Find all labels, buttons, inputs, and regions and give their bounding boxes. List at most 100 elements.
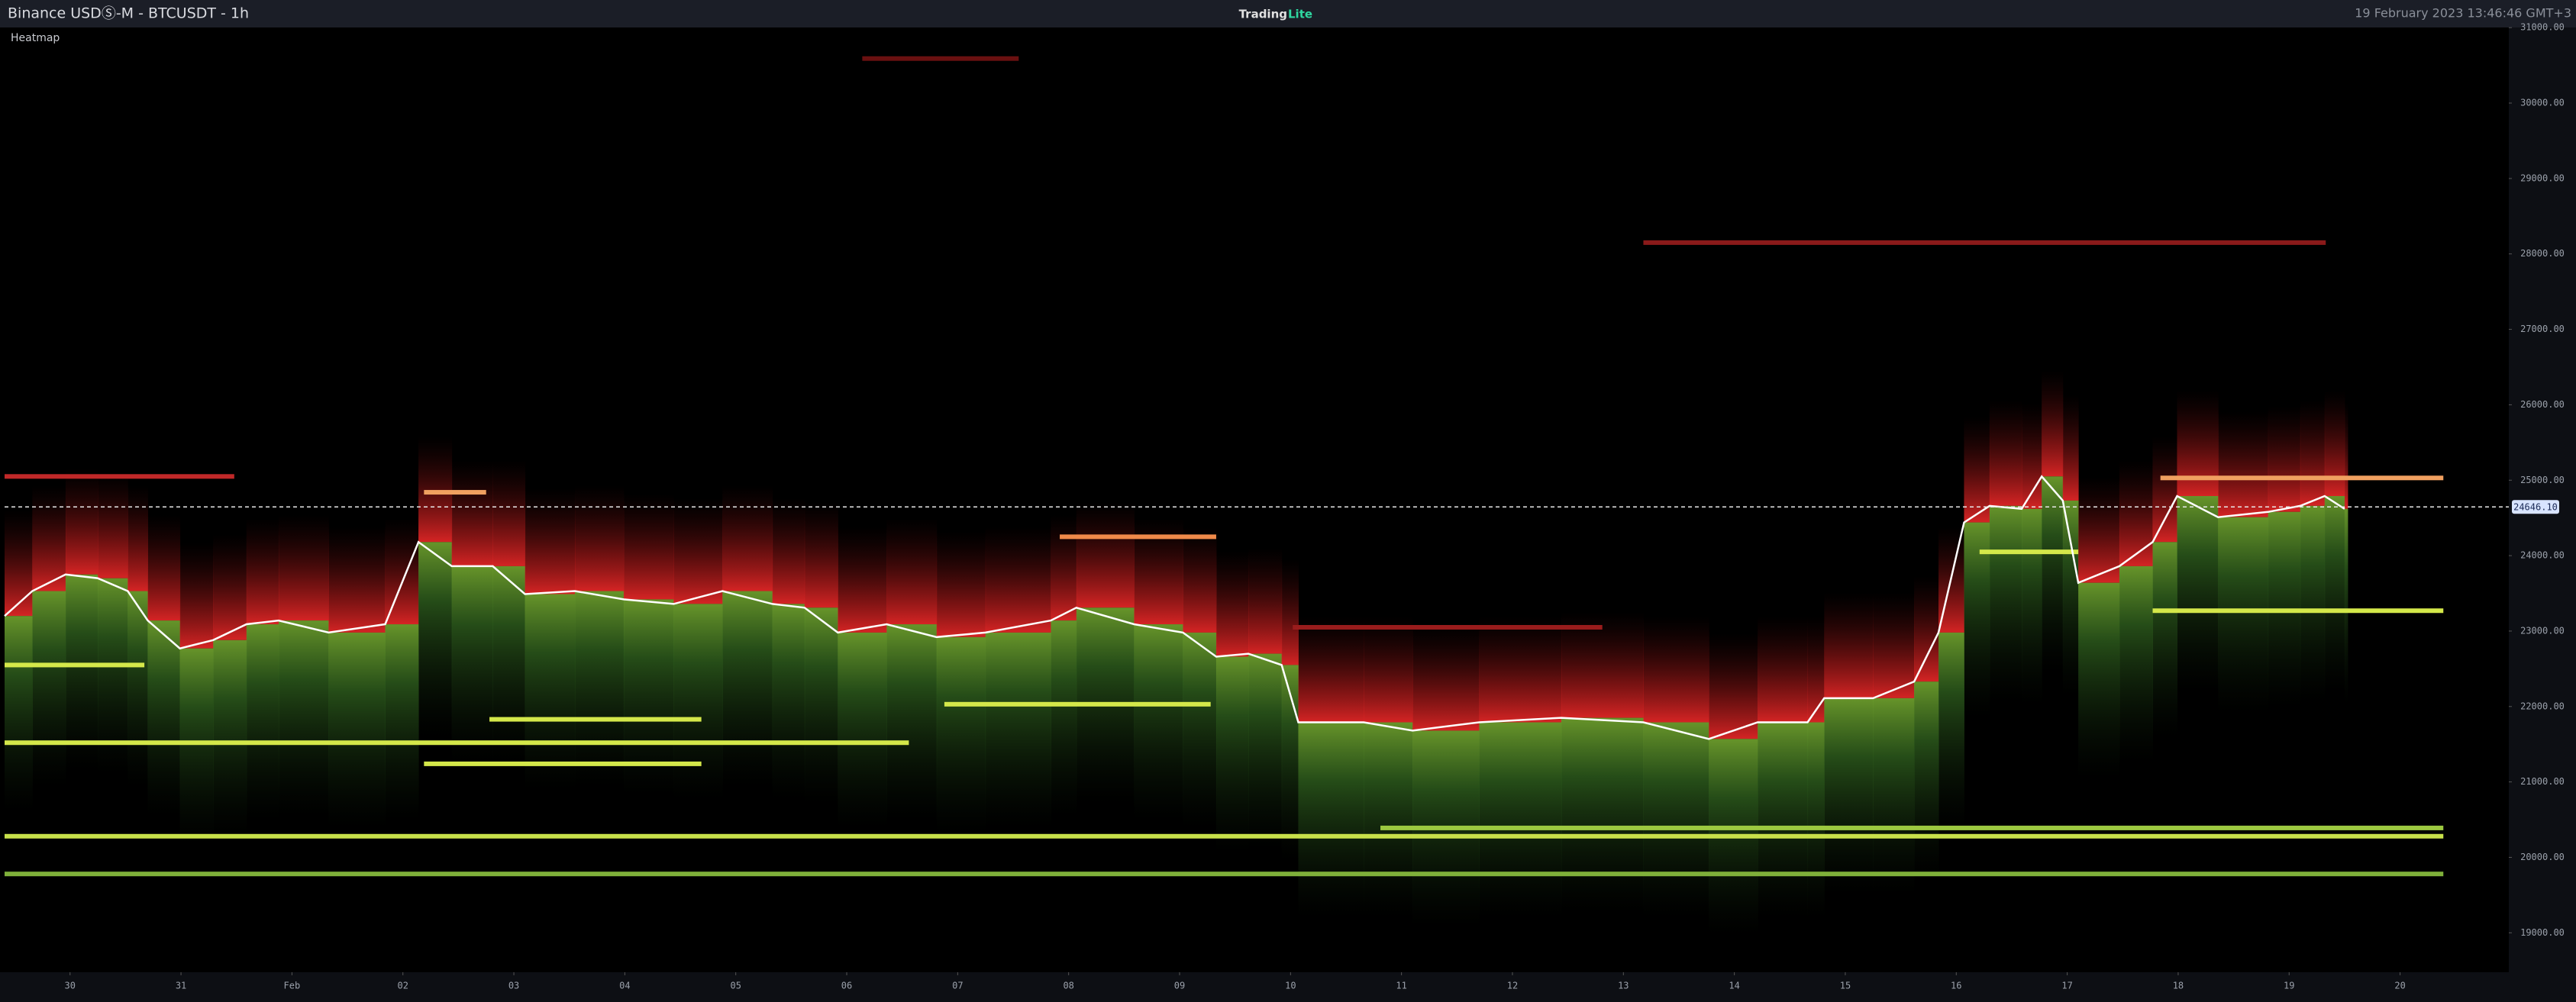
x-tick-label: 13 [1618,981,1629,991]
bid-zone [246,624,279,821]
ask-zone [278,514,329,621]
y-tick-label: 28000.00 [2520,248,2565,259]
ask-zone [1412,625,1480,731]
bid-zone [2119,565,2154,762]
y-tick-label: 23000.00 [2520,625,2565,636]
ask-zone [2062,395,2079,501]
x-tick-label: 31 [176,981,186,991]
bid-zone [673,604,723,801]
ask-zone [5,510,33,617]
ask-zone [1561,612,1644,718]
bid-zone [385,624,419,821]
brand-suffix: Lite [1288,8,1312,21]
bid-zone [1873,698,1915,894]
ask-zone [1364,617,1413,723]
x-tick-label: 07 [952,981,963,991]
liquidity-level [944,701,1211,707]
ask-zone [1914,575,1939,682]
bid-zone [2062,500,2079,697]
bid-zone [1643,722,1709,919]
x-tick-label: 11 [1396,981,1406,991]
bid-zone [1914,681,1939,878]
y-tick-label: 26000.00 [2520,399,2565,410]
bid-zone [2300,505,2326,702]
ask-zone [1807,617,1825,723]
ask-zone [1989,400,2022,506]
ask-zone [2268,406,2301,512]
liquidity-level [1643,240,2326,245]
bid-zone [1938,632,1964,829]
bid-zone [1281,665,1299,862]
bid-zone [2152,542,2177,739]
x-tick-label: 30 [65,981,76,991]
y-tick-label: 19000.00 [2520,927,2565,938]
bid-zone [2078,582,2120,779]
liquidity-level [1293,624,1603,630]
bid-zone [1183,632,1217,829]
ask-zone [179,543,214,649]
x-tick-label: 02 [397,981,408,991]
y-axis-panel [2509,27,2576,1002]
bid-zone [128,591,148,788]
bid-zone [213,640,247,836]
bid-zone [1479,722,1562,919]
ask-zone [1873,592,1915,698]
ask-zone [2218,411,2269,517]
x-tick-label: 15 [1840,981,1851,991]
y-tick-label: 29000.00 [2520,172,2565,183]
y-tick-label: 21000.00 [2520,776,2565,787]
bid-zone [418,542,453,739]
ask-zone [1964,417,1990,523]
ask-zone [1709,633,1758,739]
x-tick-label: 03 [508,981,519,991]
x-tick-label: 17 [2061,981,2072,991]
axes: 24646.10 19000.00 20000.00 21000.00 22000.00… [5,22,2565,991]
bid-zone [1824,698,1874,894]
ask-zone [213,534,247,640]
x-tick-label: Feb [284,981,301,991]
ask-zone [886,518,938,625]
indicator-label: Heatmap [11,32,60,44]
x-tick-label: 09 [1174,981,1185,991]
bid-zone [65,574,98,771]
ask-zone [1281,559,1299,665]
y-tick-label: 30000.00 [2520,98,2565,108]
liquidity-level [424,761,702,766]
bid-zone [1989,505,2022,702]
bid-zone [1248,653,1283,850]
ask-zone [936,531,986,637]
last-price-badge [2512,500,2559,514]
ask-zone [147,514,181,621]
x-tick-label: 04 [619,981,630,991]
liquidity-level [424,490,486,495]
bid-zone [1758,722,1809,919]
bid-zone [2177,496,2219,692]
bid-zone [278,620,329,817]
y-tick-label: 27000.00 [2520,324,2565,334]
bid-zone [492,565,526,762]
x-tick-label: 19 [2284,981,2294,991]
ask-zone [1824,592,1874,698]
y-tick-label: 25000.00 [2520,475,2565,485]
ask-zone [1215,551,1249,657]
price-line [4,475,2345,740]
bid-zone [574,591,625,788]
liquidity-level [5,740,909,746]
ask-zone [98,472,128,578]
ask-zone [2344,403,2348,509]
bid-zone [804,607,838,804]
bid-zone [722,591,773,788]
header-bar [0,0,2576,27]
bid-zone [2022,508,2042,705]
ask-zone [1183,527,1217,633]
ask-zone [1479,617,1562,723]
ask-zone [246,518,279,625]
x-tick-label: 16 [1951,981,1961,991]
ask-zone [128,485,148,591]
timestamp: 19 February 2023 13:46:46 GMT+3 [2355,6,2571,21]
bid-zone [1051,620,1077,817]
x-tick-label: 06 [841,981,852,991]
ask-zone [492,460,526,566]
